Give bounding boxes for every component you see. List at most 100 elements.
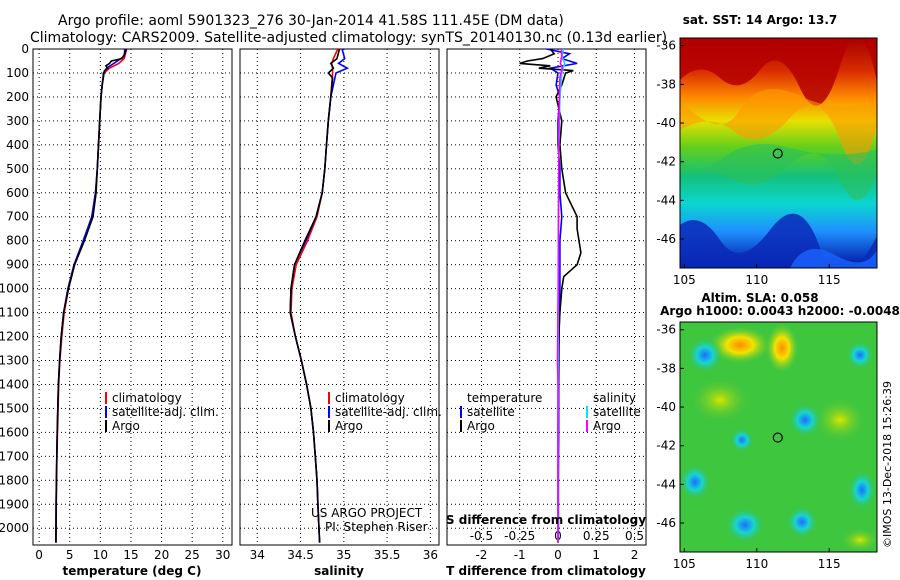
grid-dot: [519, 505, 521, 506]
grid-dot: [256, 277, 258, 278]
grid-dot: [89, 407, 90, 409]
grid-dot: [519, 449, 521, 450]
grid-dot: [97, 120, 98, 122]
grid-dot: [129, 72, 130, 74]
grid-dot: [611, 72, 612, 74]
grid-dot: [99, 365, 101, 366]
grid-dot: [169, 383, 170, 385]
grid-dot: [77, 120, 78, 122]
grid-dot: [77, 216, 78, 218]
grid-dot: [429, 269, 431, 270]
grid-dot: [113, 240, 114, 242]
grid-dot: [125, 359, 126, 361]
grid-dot: [260, 455, 261, 457]
grid-dot: [364, 431, 365, 433]
grid-dot: [483, 336, 484, 338]
grid-dot: [595, 481, 597, 482]
grid-dot: [519, 369, 521, 370]
grid-dot: [99, 477, 101, 478]
grid-dot: [256, 445, 258, 446]
grid-dot: [145, 240, 146, 242]
grid-dot: [429, 349, 431, 350]
grid-dot: [161, 205, 163, 206]
grid-dot: [523, 192, 524, 194]
grid-dot: [145, 407, 146, 409]
grid-dot: [181, 72, 182, 74]
grid-dot: [217, 527, 218, 529]
grid-dot: [316, 527, 317, 529]
grid-dot: [189, 479, 190, 481]
grid-dot: [117, 168, 118, 170]
grid-dot: [386, 225, 388, 226]
grid-dot: [388, 48, 389, 50]
grid-dot: [125, 383, 126, 385]
grid-dot: [221, 144, 222, 146]
grid-dot: [634, 433, 636, 434]
grid-dot: [539, 96, 540, 98]
grid-dot: [85, 431, 86, 433]
grid-dot: [404, 48, 405, 50]
grid-dot: [69, 121, 71, 122]
grid-dot: [429, 445, 431, 446]
grid-dot: [428, 288, 429, 290]
grid-dot: [531, 144, 532, 146]
grid-dot: [161, 485, 163, 486]
grid-dot: [268, 168, 269, 170]
grid-dot: [280, 96, 281, 98]
grid-dot: [53, 479, 54, 481]
grid-dot: [364, 72, 365, 74]
grid-dot: [343, 401, 345, 402]
grid-dot: [73, 72, 74, 74]
grid-dot: [197, 48, 198, 50]
grid-dot: [201, 455, 202, 457]
grid-dot: [416, 144, 417, 146]
grid-dot: [429, 505, 431, 506]
grid-dot: [81, 192, 82, 194]
grid-dot: [57, 144, 58, 146]
grid-dot: [551, 120, 552, 122]
grid-dot: [332, 192, 333, 194]
grid-dot: [264, 455, 265, 457]
grid-dot: [487, 48, 488, 50]
grid-dot: [634, 197, 636, 198]
grid-dot: [256, 93, 258, 94]
grid-dot: [312, 120, 313, 122]
grid-dot: [213, 168, 214, 170]
grid-dot: [384, 72, 385, 74]
grid-dot: [515, 288, 516, 290]
grid-dot: [623, 72, 624, 74]
grid-dot: [130, 361, 132, 362]
grid-dot: [634, 77, 636, 78]
grid-dot: [595, 329, 597, 330]
grid-dot: [400, 359, 401, 361]
grid-dot: [141, 240, 142, 242]
grid-dot: [121, 240, 122, 242]
grid-dot: [340, 359, 341, 361]
grid-dot: [328, 336, 329, 338]
grid-dot: [634, 225, 636, 226]
grid-dot: [264, 48, 265, 50]
grid-dot: [264, 240, 265, 242]
grid-dot: [519, 309, 521, 310]
grid-dot: [591, 120, 592, 122]
grid-dot: [429, 457, 431, 458]
grid-dot: [480, 373, 482, 374]
grid-dot: [432, 455, 433, 457]
grid-dot: [557, 65, 559, 66]
grid-dot: [181, 503, 182, 505]
grid-dot: [99, 309, 101, 310]
grid-dot: [634, 117, 636, 118]
grid-dot: [130, 429, 132, 430]
grid-dot: [635, 264, 636, 266]
grid-dot: [149, 455, 150, 457]
grid-dot: [153, 288, 154, 290]
grid-dot: [130, 81, 132, 82]
grid-dot: [99, 489, 101, 490]
grid-dot: [480, 397, 482, 398]
grid-dot: [563, 383, 564, 385]
grid-dot: [300, 192, 301, 194]
grid-dot: [181, 312, 182, 314]
grid-dot: [480, 277, 482, 278]
grid-dot: [459, 120, 460, 122]
grid-dot: [429, 321, 431, 322]
